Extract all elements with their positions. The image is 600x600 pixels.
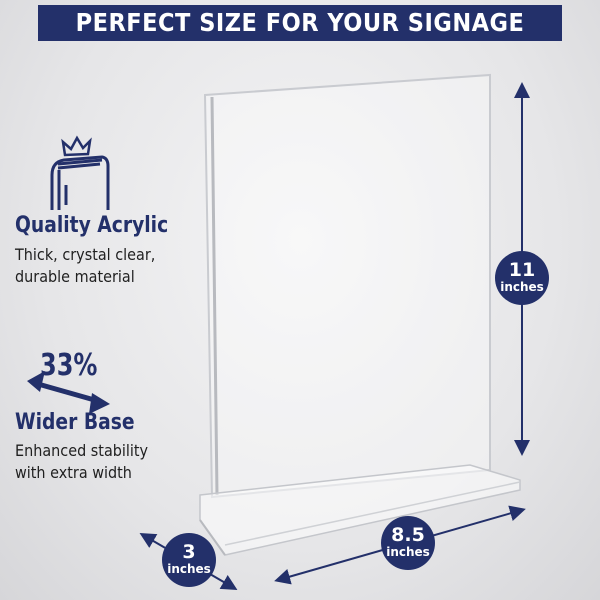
acrylic-sign-holder	[199, 73, 521, 556]
feature-text-line: Enhanced stability	[15, 441, 149, 460]
width-value: 8.5	[391, 524, 425, 546]
double-arrow-icon	[27, 371, 110, 414]
depth-value: 3	[182, 541, 196, 563]
feature-text-line: durable material	[15, 267, 135, 286]
acrylic-sign-crown-icon	[50, 135, 110, 210]
width-badge: 8.5 inches	[381, 516, 435, 570]
feature-title-quality-acrylic: Quality Acrylic	[15, 213, 169, 238]
banner-title: PERFECT SIZE FOR YOUR SIGNAGE	[38, 5, 562, 41]
depth-badge: 3 inches	[162, 533, 216, 587]
feature-title-wider-base: Wider Base	[15, 410, 135, 435]
height-value: 11	[508, 259, 536, 281]
width-unit: inches	[386, 545, 430, 559]
feature-text-line: Thick, crystal clear,	[15, 245, 156, 264]
feature-text-line: with extra width	[15, 463, 132, 482]
stat-percentage: 33%	[40, 348, 98, 383]
height-unit: inches	[500, 280, 544, 294]
depth-unit: inches	[167, 562, 211, 576]
height-badge: 11 inches	[495, 251, 549, 305]
